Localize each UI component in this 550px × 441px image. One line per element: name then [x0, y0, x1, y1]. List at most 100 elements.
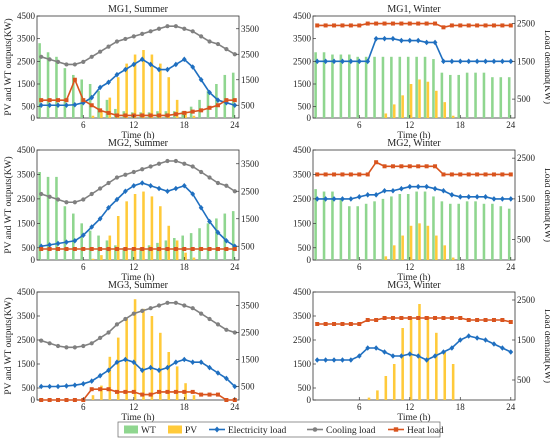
legend-box — [117, 421, 441, 438]
y-tick-label-0: 0 — [31, 395, 36, 405]
pv-bar-13 — [142, 191, 145, 260]
wt-bar-14 — [147, 245, 151, 260]
plot-frame — [36, 291, 240, 401]
chart-panel-3: 6 12 18 24 0 500 1500 2500 3500 4500 500 1500 2500 35… — [3, 138, 260, 283]
x-tick-label-6: 6 — [357, 402, 362, 412]
wt-bar-4 — [63, 206, 67, 260]
y-tick-label-2500: 2500 — [293, 56, 312, 66]
cooling-load-point-4 — [64, 345, 69, 350]
pv-bar-17 — [175, 366, 179, 400]
cooling-load-point-15 — [156, 26, 162, 31]
heat-load-point-24 — [232, 98, 237, 103]
heat-load-point-4 — [64, 247, 69, 251]
y2-tick-label-2500: 2500 — [517, 19, 536, 29]
heat-load-point-15 — [433, 316, 438, 320]
pv-bar-7 — [367, 397, 371, 400]
heat-load-point-12 — [407, 21, 412, 26]
heat-load-point-20 — [199, 247, 204, 251]
electricity-load-point-16 — [441, 187, 446, 194]
wt-bar-1 — [38, 172, 41, 260]
electricity-load-point-1 — [314, 58, 320, 65]
pv-bar-12 — [133, 54, 137, 118]
cooling-load-point-22 — [215, 322, 221, 327]
y-tick-label-1500: 1500 — [17, 218, 36, 228]
electricity-load-point-23 — [499, 58, 505, 65]
wt-bar-3 — [55, 56, 58, 118]
y2-tick-label-500: 500 — [517, 375, 531, 385]
pv-bar-9 — [108, 97, 112, 118]
wt-bar-1 — [38, 43, 41, 119]
pv-bar-12 — [133, 194, 137, 260]
pv-bar-16 — [443, 245, 447, 260]
electricity-load-point-19 — [466, 58, 472, 65]
heat-load-point-7 — [365, 172, 370, 177]
electricity-load-point-18 — [181, 56, 187, 63]
cooling-load-point-17 — [173, 158, 178, 164]
electricity-load-point-24 — [232, 102, 238, 109]
cooling-load-point-14 — [148, 306, 153, 311]
y-tick-label-1500: 1500 — [17, 359, 36, 369]
heat-load-point-22 — [215, 103, 220, 108]
y-tick-label-4500: 4500 — [17, 11, 36, 21]
y-tick-label-500: 500 — [298, 383, 312, 393]
electricity-load-point-23 — [499, 196, 505, 202]
electricity-load-point-12 — [131, 359, 137, 365]
heat-load-point-2 — [323, 322, 328, 326]
heat-load-point-17 — [173, 389, 178, 394]
heat-load-point-9 — [382, 21, 387, 26]
y-tick-label-0: 0 — [307, 113, 312, 123]
wt-bar-2 — [46, 52, 50, 119]
y2-tick-label-1500: 1500 — [517, 194, 536, 204]
cooling-load-point-5 — [72, 200, 77, 205]
pv-bar-15 — [159, 63, 162, 118]
heat-load-point-14 — [424, 316, 429, 320]
x-tick-label-12: 12 — [129, 120, 138, 130]
heat-load-point-11 — [399, 164, 404, 169]
electricity-load-point-23 — [223, 237, 229, 244]
cooling-load-point-20 — [199, 169, 204, 175]
wt-bar-20 — [474, 72, 477, 118]
cooling-load-point-8 — [98, 186, 103, 191]
cooling-load-point-12 — [131, 311, 136, 316]
y2-tick-label-500: 500 — [517, 94, 531, 104]
cooling-load-point-8 — [98, 335, 103, 340]
heat-load-point-6 — [357, 23, 362, 28]
electricity-load-point-15 — [156, 367, 162, 374]
heat-load-point-23 — [224, 247, 229, 251]
cooling-load-point-5 — [72, 345, 77, 350]
electricity-load-point-16 — [441, 349, 446, 355]
cooling-load-point-19 — [190, 29, 195, 34]
wt-bar-10 — [390, 56, 393, 118]
heat-load-point-13 — [140, 392, 145, 397]
wt-bar-23 — [223, 74, 227, 118]
electricity-load-point-21 — [207, 218, 212, 225]
electricity-load-legend-marker — [214, 426, 220, 433]
heat-load-point-10 — [114, 389, 119, 394]
y-tick-label-3500: 3500 — [293, 311, 312, 321]
pv-bar-13 — [418, 223, 421, 260]
pv-bar-16 — [167, 352, 171, 400]
electricity-load-point-12 — [131, 61, 137, 68]
y-tick-label-3500: 3500 — [17, 169, 36, 179]
electricity-load-point-1 — [38, 102, 44, 109]
pv-bar-9 — [384, 376, 388, 400]
heat-load-point-16 — [441, 25, 446, 30]
electricity-load-point-8 — [97, 215, 103, 222]
panel-title: MG1, Summer — [108, 4, 169, 15]
heat-load-point-8 — [374, 318, 379, 322]
heat-load-point-11 — [123, 247, 128, 251]
electricity-load-point-13 — [139, 367, 145, 374]
electricity-load-point-2 — [47, 383, 53, 390]
cooling-load-point-2 — [47, 57, 52, 62]
y-tick-label-3500: 3500 — [17, 34, 36, 44]
pv-bar-13 — [418, 79, 421, 118]
electricity-load-point-19 — [466, 333, 472, 339]
electricity-load-point-7 — [365, 58, 371, 65]
pv-bar-11 — [401, 95, 404, 118]
y-tick-label-0: 0 — [307, 255, 312, 265]
wt-bar-16 — [440, 201, 444, 260]
x-axis-label: Time (h) — [397, 130, 430, 141]
x-axis-label: Time (h) — [121, 412, 154, 423]
heat-load-point-11 — [123, 113, 128, 118]
